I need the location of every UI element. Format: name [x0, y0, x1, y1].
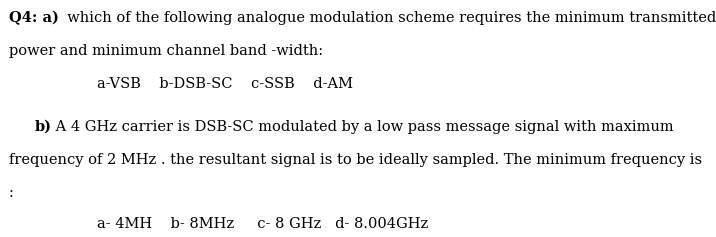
Text: a- 4MH    b- 8MHz     c- 8 GHz   d- 8.004GHz: a- 4MH b- 8MHz c- 8 GHz d- 8.004GHz: [97, 217, 428, 231]
Text: power and minimum channel band -width:: power and minimum channel band -width:: [9, 44, 323, 58]
Text: which of the following analogue modulation scheme requires the minimum transmitt: which of the following analogue modulati…: [59, 11, 716, 25]
Text: Q4: a): Q4: a): [9, 11, 59, 25]
Text: frequency of 2 MHz . the resultant signal is to be ideally sampled. The minimum : frequency of 2 MHz . the resultant signa…: [9, 153, 702, 167]
Text: b): b): [34, 120, 52, 134]
Text: :: :: [9, 186, 14, 200]
Text: A 4 GHz carrier is DSB-SC modulated by a low pass message signal with maximum: A 4 GHz carrier is DSB-SC modulated by a…: [52, 120, 674, 134]
Text: a-VSB    b-DSB-SC    c-SSB    d-AM: a-VSB b-DSB-SC c-SSB d-AM: [97, 77, 353, 91]
